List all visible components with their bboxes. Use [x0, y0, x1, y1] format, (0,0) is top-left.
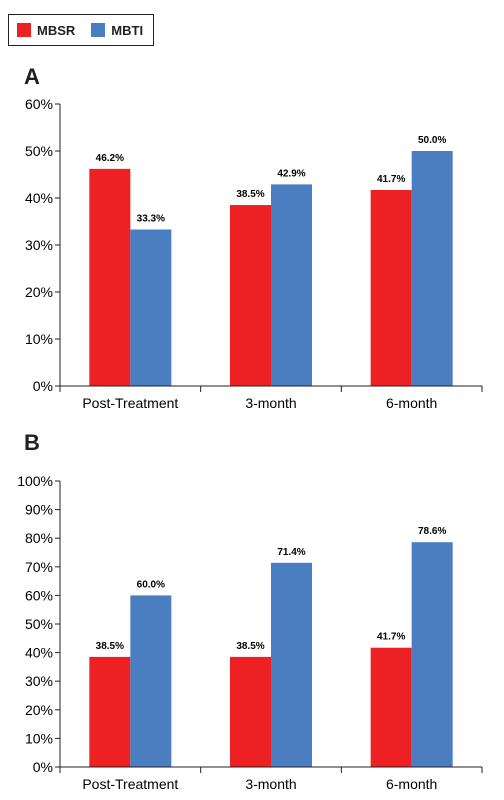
bar-b-mbti-1 [130, 595, 172, 767]
x-tick-label-b-3: 6-month [386, 776, 437, 792]
x-tick-label-a-2: 3-month [245, 395, 296, 411]
legend-swatch-mbti [91, 23, 106, 37]
chart-legend: MBSR MBTI [8, 14, 154, 46]
data-label-a-mbti-3: 50.0% [418, 135, 446, 146]
y-tick-label-b-4: 40% [25, 645, 53, 661]
y-tick-label-b-0: 0% [33, 759, 53, 775]
data-label-b-mbsr-3: 41.7% [377, 632, 405, 643]
data-label-a-mbsr-1: 46.2% [96, 153, 124, 164]
data-label-a-mbti-2: 42.9% [277, 168, 305, 179]
y-tick-label-a-2: 20% [25, 284, 53, 300]
x-tick-label-b-2: 3-month [245, 776, 296, 792]
y-tick-label-a-5: 50% [25, 143, 53, 159]
legend-label-mbsr: MBSR [37, 22, 76, 38]
bar-b-mbti-2 [271, 562, 312, 767]
y-tick-label-b-6: 60% [25, 587, 53, 603]
bar-a-mbsr-2 [230, 205, 271, 386]
data-label-a-mbsr-2: 38.5% [236, 189, 264, 200]
bar-a-mbsr-1 [89, 168, 131, 386]
bar-a-mbti-1 [130, 229, 172, 386]
legend-label-mbti: MBTI [111, 22, 144, 38]
panel-b-label: B [24, 430, 40, 455]
data-label-b-mbsr-2: 38.5% [236, 641, 264, 652]
panel-a-label: A [24, 64, 40, 89]
y-tick-label-b-9: 90% [25, 502, 53, 518]
data-label-b-mbti-1: 60.0% [137, 579, 165, 590]
bar-b-mbti-3 [411, 542, 453, 767]
x-tick-label-a-3: 6-month [386, 395, 437, 411]
data-label-b-mbti-3: 78.6% [418, 526, 446, 537]
y-tick-label-b-2: 20% [25, 702, 53, 718]
x-tick-label-a-1: Post-Treatment [82, 395, 178, 411]
y-tick-label-a-1: 10% [25, 331, 53, 347]
y-tick-label-b-1: 10% [25, 730, 53, 746]
bar-b-mbsr-1 [89, 656, 131, 767]
data-label-a-mbti-1: 33.3% [137, 213, 165, 224]
y-tick-label-b-5: 50% [25, 616, 53, 632]
bar-a-mbsr-3 [370, 190, 412, 386]
bar-a-mbti-3 [411, 151, 453, 386]
data-label-b-mbti-2: 71.4% [277, 547, 305, 558]
legend-swatch-mbsr [17, 23, 31, 37]
y-tick-label-b-8: 80% [25, 530, 53, 546]
data-label-a-mbsr-3: 41.7% [377, 174, 405, 185]
y-tick-label-a-6: 60% [25, 96, 53, 112]
y-tick-label-b-3: 30% [25, 673, 53, 689]
legend-item-mbsr: MBSR [17, 23, 75, 38]
y-tick-label-a-3: 30% [25, 237, 53, 253]
y-tick-label-b-10: 100% [17, 473, 53, 489]
bar-b-mbsr-3 [370, 647, 412, 767]
y-tick-label-b-7: 70% [25, 559, 53, 575]
x-tick-label-b-1: Post-Treatment [82, 776, 178, 792]
bar-b-mbsr-2 [230, 656, 271, 767]
bar-a-mbti-2 [271, 184, 312, 386]
data-label-b-mbsr-1: 38.5% [96, 641, 124, 652]
y-tick-label-a-4: 40% [25, 190, 53, 206]
y-tick-label-a-0: 0% [33, 378, 53, 394]
legend-item-mbti: MBTI [91, 23, 143, 38]
